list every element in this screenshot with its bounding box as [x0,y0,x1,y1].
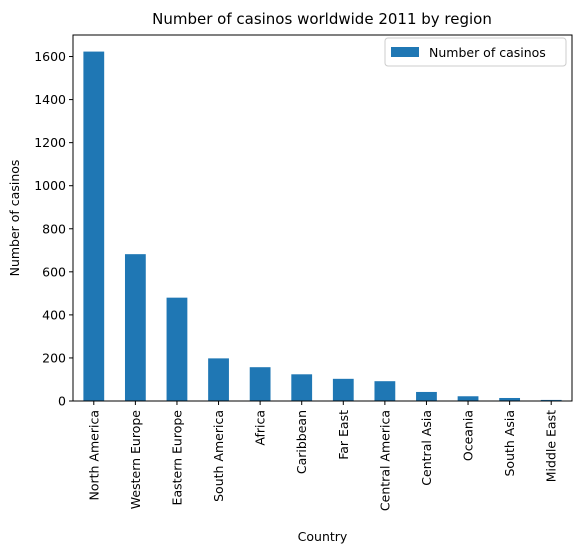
x-tick-label: South Asia [502,410,517,477]
y-tick-label: 1200 [34,135,66,150]
y-tick-label: 800 [42,221,66,236]
bar [374,381,396,401]
bar [249,367,271,401]
bar [124,254,146,401]
x-tick-label: Western Europe [128,410,143,510]
bar [166,297,188,401]
x-tick-label: North America [86,410,101,501]
bar [332,378,354,401]
bar [499,397,521,401]
legend: Number of casinos [384,37,567,67]
x-axis-title: Country [298,529,348,544]
x-tick-label: Middle East [544,410,559,482]
y-axis-title: Number of casinos [7,160,22,277]
y-tick-label: 600 [42,264,66,279]
y-tick-label: 1600 [34,49,66,64]
bar [416,391,437,401]
x-tick-label: South America [211,410,226,502]
y-tick-label: 200 [42,350,66,365]
bar [457,396,479,401]
x-tick-label: Oceania [461,410,476,461]
y-tick-label: 400 [42,307,66,322]
legend-label: Number of casinos [429,45,546,60]
x-axis: North America Western Europe Eastern Europ… [86,401,559,511]
x-tick-label: Central America [377,410,392,511]
bar [540,399,562,401]
bar [291,374,313,401]
y-tick-label: 1400 [34,92,66,107]
x-tick-label: Eastern Europe [169,410,184,506]
y-tick-label: 1000 [34,178,66,193]
bar [83,51,105,402]
y-tick-label: 0 [58,394,66,409]
chart-title: Number of casinos worldwide 2011 by regi… [152,10,492,28]
x-tick-label: Caribbean [294,410,309,474]
x-tick-label: Africa [253,410,268,446]
legend-box [384,37,567,67]
y-axis: 0 200 400 600 800 1000 1200 1400 1600 [34,49,73,409]
x-tick-label: Far East [336,410,351,460]
plot-frame [72,34,573,402]
bar [208,358,229,401]
x-tick-label: Central Asia [419,410,434,486]
bars-group [83,51,562,402]
legend-swatch [391,47,419,57]
